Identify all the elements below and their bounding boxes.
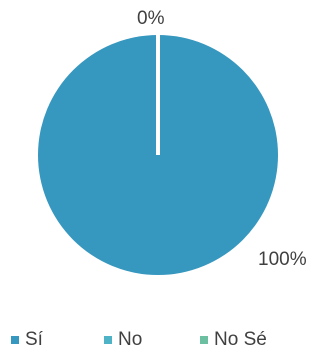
data-label-no: 0% (137, 8, 165, 29)
legend-swatch-no-se (200, 336, 208, 344)
data-label-si: 100% (258, 249, 307, 270)
legend-label-no-se: No Sé (214, 329, 267, 350)
legend-label-no: No (118, 329, 143, 350)
legend-item-no-se: No Sé (200, 327, 267, 353)
legend: Sí No No Sé (0, 327, 321, 353)
legend-item-si: Sí (11, 327, 43, 353)
pie-plot-area: 100% 0% (38, 8, 307, 275)
legend-item-no: No (104, 327, 142, 353)
legend-label-si: Sí (25, 329, 43, 350)
legend-swatch-si (11, 336, 19, 344)
legend-swatch-no (104, 336, 112, 344)
